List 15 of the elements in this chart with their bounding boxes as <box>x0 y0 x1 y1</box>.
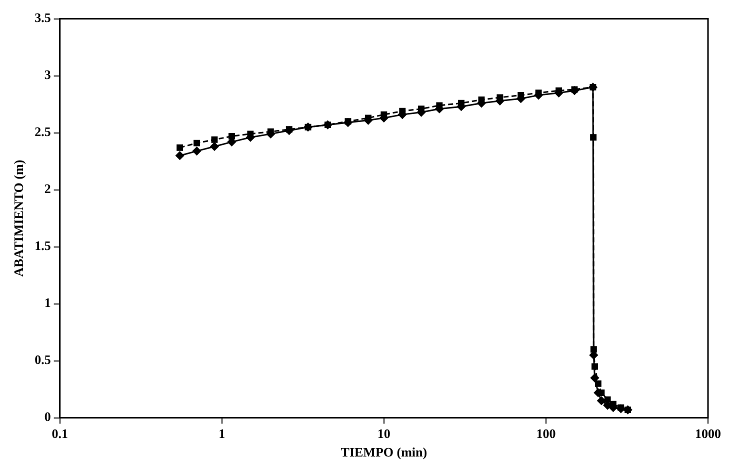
y-axis-title: ABATIMIENTO (m) <box>11 160 26 277</box>
y-tick-label: 1.5 <box>34 238 52 254</box>
x-tick-label: 10 <box>377 426 390 441</box>
y-tick-label: 0 <box>44 409 51 424</box>
x-tick-label: 1 <box>218 426 226 441</box>
y-tick-label: 2.5 <box>34 124 52 140</box>
x-tick-label: 100 <box>536 426 556 441</box>
x-tick-label: 1000 <box>695 426 721 441</box>
y-tick-label: 2 <box>44 181 51 196</box>
y-tick-label: 0.5 <box>34 352 52 368</box>
x-axis-title: TIEMPO (min) <box>340 444 428 460</box>
y-tick-label: 3 <box>44 67 52 82</box>
y-tick-label: 3.5 <box>34 10 52 26</box>
y-tick-label: 1 <box>44 295 51 310</box>
x-tick-label: 0.1 <box>52 426 68 441</box>
